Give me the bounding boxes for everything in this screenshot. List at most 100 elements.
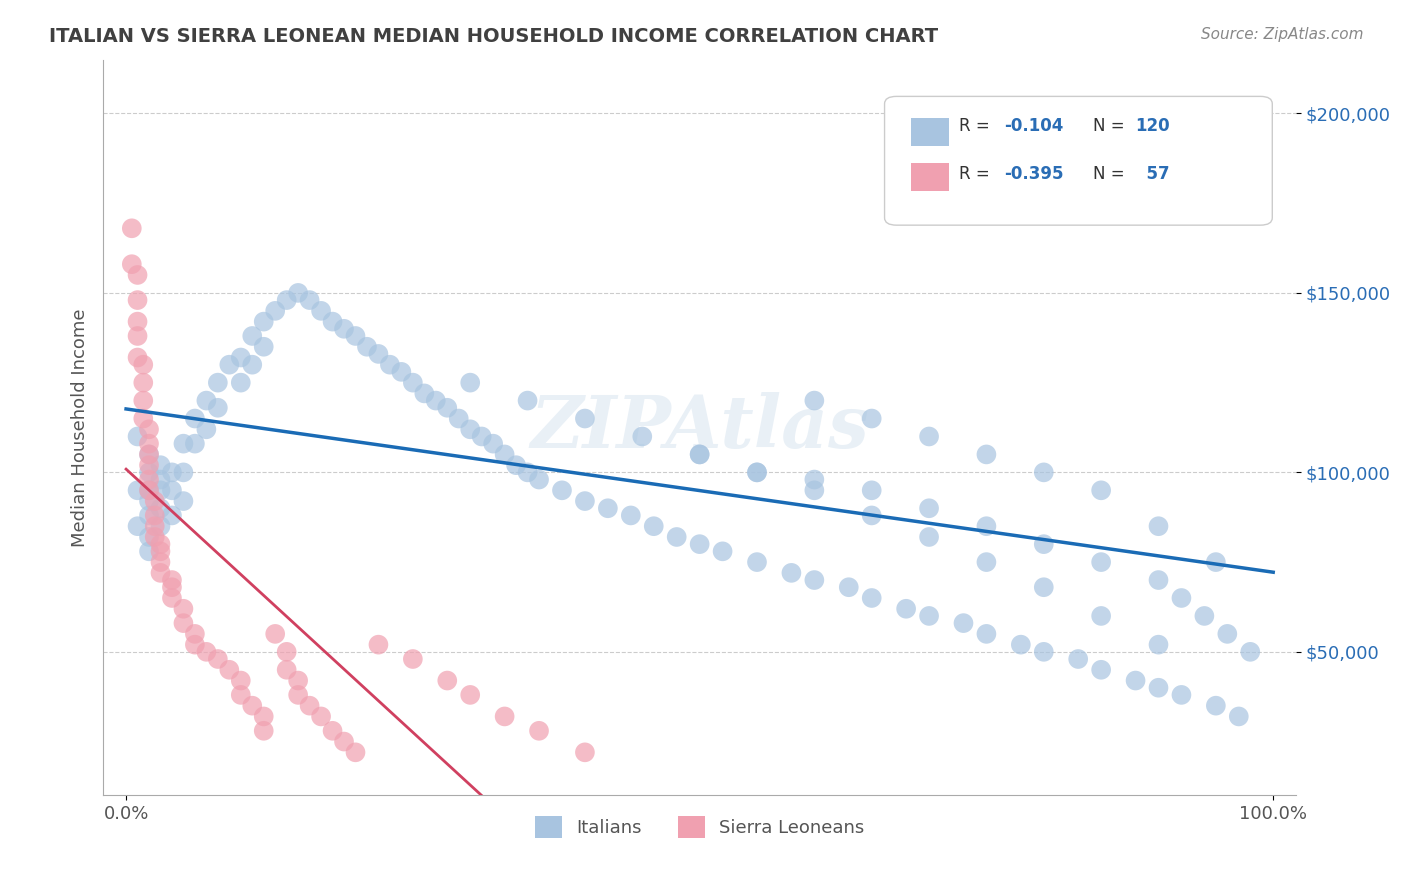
Point <box>172 616 194 631</box>
Point <box>436 401 458 415</box>
Point <box>309 303 332 318</box>
Point <box>494 447 516 461</box>
Point <box>1147 681 1170 695</box>
Point <box>184 436 207 450</box>
FancyBboxPatch shape <box>911 119 949 146</box>
Text: R =: R = <box>959 165 994 183</box>
Point <box>918 609 941 624</box>
Point <box>143 494 166 508</box>
Point <box>253 709 276 723</box>
Point <box>516 466 538 480</box>
Point <box>643 519 665 533</box>
Point <box>402 376 425 390</box>
Point <box>894 601 917 615</box>
Point <box>229 376 252 390</box>
Point <box>143 530 166 544</box>
Point <box>1250 124 1272 138</box>
Point <box>574 411 596 425</box>
Point <box>574 745 596 759</box>
Text: -0.395: -0.395 <box>1004 165 1063 183</box>
Point <box>138 473 160 487</box>
Point <box>505 458 527 473</box>
Point <box>207 401 229 415</box>
Point <box>378 358 401 372</box>
Point <box>276 663 298 677</box>
Point <box>918 530 941 544</box>
Point <box>172 601 194 615</box>
Point <box>276 645 298 659</box>
Point <box>298 293 321 307</box>
Point <box>207 376 229 390</box>
Point <box>918 501 941 516</box>
Point <box>195 422 218 436</box>
Point <box>138 483 160 498</box>
Point <box>309 709 332 723</box>
Point <box>172 494 194 508</box>
Point <box>344 329 367 343</box>
Point <box>127 429 149 443</box>
Legend: Italians, Sierra Leoneans: Italians, Sierra Leoneans <box>527 809 872 846</box>
Point <box>127 483 149 498</box>
Text: R =: R = <box>959 117 994 135</box>
Point <box>322 315 344 329</box>
Point <box>344 745 367 759</box>
Point <box>711 544 734 558</box>
Point <box>264 627 287 641</box>
Point <box>745 466 768 480</box>
Point <box>143 519 166 533</box>
Point <box>1239 645 1261 659</box>
Point <box>127 519 149 533</box>
Point <box>218 358 240 372</box>
Point <box>138 508 160 523</box>
Point <box>803 393 825 408</box>
Point <box>367 638 389 652</box>
Point <box>229 351 252 365</box>
Point <box>1147 638 1170 652</box>
Point <box>1170 591 1192 605</box>
Point <box>138 530 160 544</box>
Point <box>1216 627 1239 641</box>
Point <box>172 436 194 450</box>
Point <box>1090 609 1112 624</box>
Point <box>149 566 172 580</box>
Point <box>976 447 998 461</box>
Point <box>860 591 883 605</box>
Point <box>803 573 825 587</box>
Point <box>447 411 470 425</box>
Point <box>160 483 183 498</box>
Point <box>207 652 229 666</box>
Point <box>803 483 825 498</box>
Point <box>121 221 143 235</box>
Point <box>253 340 276 354</box>
Point <box>551 483 574 498</box>
Point <box>527 723 550 738</box>
Point <box>298 698 321 713</box>
Point <box>127 351 149 365</box>
Point <box>184 638 207 652</box>
Point <box>132 376 155 390</box>
Point <box>138 447 160 461</box>
Point <box>1227 709 1250 723</box>
Point <box>160 591 183 605</box>
Point <box>745 555 768 569</box>
Point <box>149 544 172 558</box>
Point <box>195 393 218 408</box>
Point <box>1205 555 1227 569</box>
Text: ZIPAtlas: ZIPAtlas <box>530 392 869 463</box>
Text: N =: N = <box>1094 165 1130 183</box>
Point <box>1032 645 1054 659</box>
Text: 120: 120 <box>1135 117 1170 135</box>
Point <box>138 436 160 450</box>
Point <box>482 436 505 450</box>
Point <box>160 466 183 480</box>
Point <box>149 501 172 516</box>
Point <box>689 537 711 551</box>
Point <box>780 566 803 580</box>
Point <box>184 627 207 641</box>
Point <box>322 723 344 738</box>
Point <box>127 329 149 343</box>
Point <box>138 447 160 461</box>
Point <box>121 257 143 271</box>
Point <box>1170 688 1192 702</box>
Point <box>631 429 654 443</box>
